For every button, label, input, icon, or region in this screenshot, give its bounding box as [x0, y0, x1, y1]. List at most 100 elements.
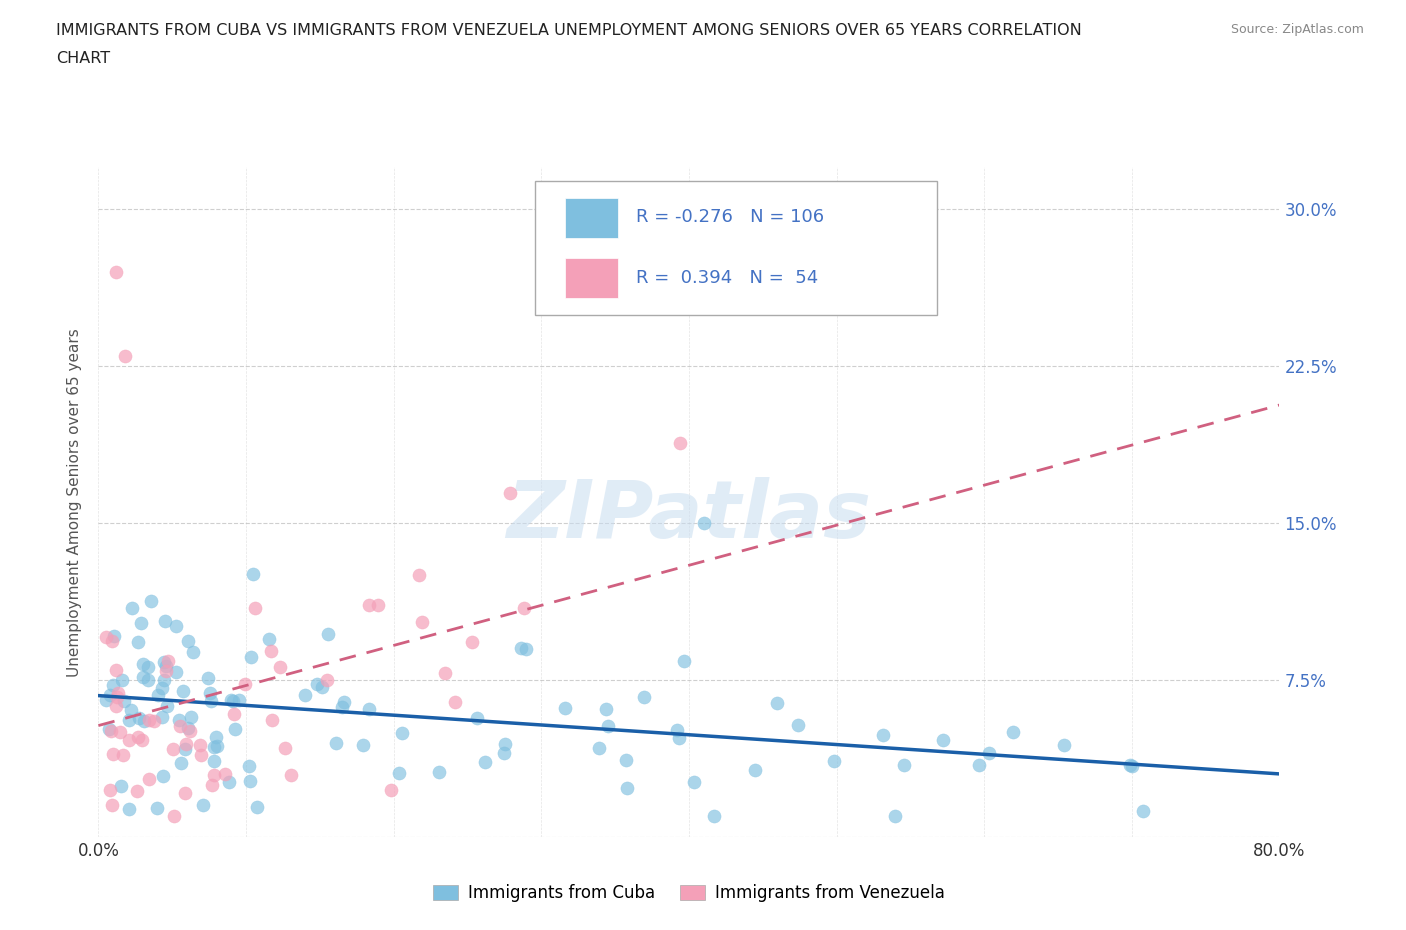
Point: [224, 721, 246, 736]
Point: [105, 698, 128, 713]
Point: [274, 741, 297, 756]
Point: [332, 700, 354, 715]
Point: [515, 642, 537, 657]
Point: [245, 601, 267, 616]
Point: [136, 672, 159, 687]
Point: [127, 634, 149, 649]
Point: [673, 654, 696, 669]
Point: [305, 677, 328, 692]
Point: [260, 712, 283, 727]
Point: [141, 594, 163, 609]
Point: [167, 712, 190, 727]
Point: [316, 673, 339, 688]
Point: [893, 758, 915, 773]
Point: [172, 684, 194, 698]
FancyBboxPatch shape: [536, 180, 936, 314]
Point: [118, 802, 141, 817]
Point: [105, 265, 128, 280]
Point: [117, 733, 139, 748]
Point: [222, 707, 245, 722]
Point: [146, 801, 169, 816]
Point: [120, 703, 142, 718]
Point: [127, 783, 149, 798]
Point: [388, 765, 411, 780]
Point: [100, 724, 122, 738]
Text: R =  0.394   N =  54: R = 0.394 N = 54: [636, 269, 818, 286]
Point: [614, 752, 637, 767]
Point: [129, 615, 152, 630]
Point: [98, 782, 121, 797]
Point: [111, 672, 134, 687]
Point: [509, 641, 531, 656]
Point: [101, 678, 124, 693]
Point: [98, 688, 121, 703]
Point: [494, 737, 516, 752]
Point: [359, 702, 381, 717]
Point: [1053, 737, 1076, 752]
Point: [666, 723, 689, 737]
Point: [786, 717, 808, 732]
Point: [280, 767, 302, 782]
Point: [246, 800, 269, 815]
Point: [152, 768, 174, 783]
Point: [219, 692, 242, 707]
Point: [155, 663, 177, 678]
Point: [101, 633, 124, 648]
Point: [1132, 804, 1154, 818]
Point: [128, 711, 150, 725]
Point: [202, 753, 225, 768]
Point: [1121, 759, 1143, 774]
Point: [198, 685, 221, 700]
Point: [181, 645, 204, 660]
Point: [668, 730, 690, 745]
Point: [103, 628, 125, 643]
Point: [165, 664, 187, 679]
Point: [359, 598, 381, 613]
Point: [136, 659, 159, 674]
Point: [101, 747, 124, 762]
Point: [97, 722, 120, 737]
Point: [112, 694, 135, 709]
Point: [380, 783, 402, 798]
Point: [107, 685, 129, 700]
Point: [596, 718, 619, 733]
Bar: [565, 258, 619, 298]
Point: [316, 627, 339, 642]
Point: [883, 809, 905, 824]
Point: [766, 696, 789, 711]
Point: [156, 654, 179, 669]
Point: [588, 740, 610, 755]
Point: [932, 732, 955, 747]
Point: [214, 766, 236, 781]
Point: [202, 739, 225, 754]
Point: [180, 710, 202, 724]
Point: [163, 809, 186, 824]
Point: [242, 566, 264, 581]
Point: [108, 724, 131, 739]
Point: [165, 618, 187, 633]
Y-axis label: Unemployment Among Seniors over 65 years: Unemployment Among Seniors over 65 years: [67, 328, 83, 677]
Point: [155, 698, 177, 713]
Point: [174, 786, 197, 801]
Point: [218, 775, 240, 790]
Point: [201, 777, 224, 792]
Point: [311, 680, 333, 695]
Point: [239, 649, 262, 664]
Point: [233, 676, 256, 691]
Point: [693, 516, 716, 531]
Point: [162, 741, 184, 756]
Point: [94, 692, 117, 707]
Point: [207, 738, 229, 753]
Point: [499, 485, 522, 500]
Point: [461, 634, 484, 649]
Point: [200, 693, 222, 708]
Point: [155, 658, 177, 673]
Point: [153, 655, 176, 670]
Point: [238, 759, 260, 774]
Point: [170, 756, 193, 771]
Text: ZIPatlas: ZIPatlas: [506, 476, 872, 554]
Point: [513, 600, 536, 615]
Point: [257, 631, 280, 646]
Text: IMMIGRANTS FROM CUBA VS IMMIGRANTS FROM VENEZUELA UNEMPLOYMENT AMONG SENIORS OVE: IMMIGRANTS FROM CUBA VS IMMIGRANTS FROM …: [56, 23, 1083, 38]
Point: [744, 763, 766, 777]
